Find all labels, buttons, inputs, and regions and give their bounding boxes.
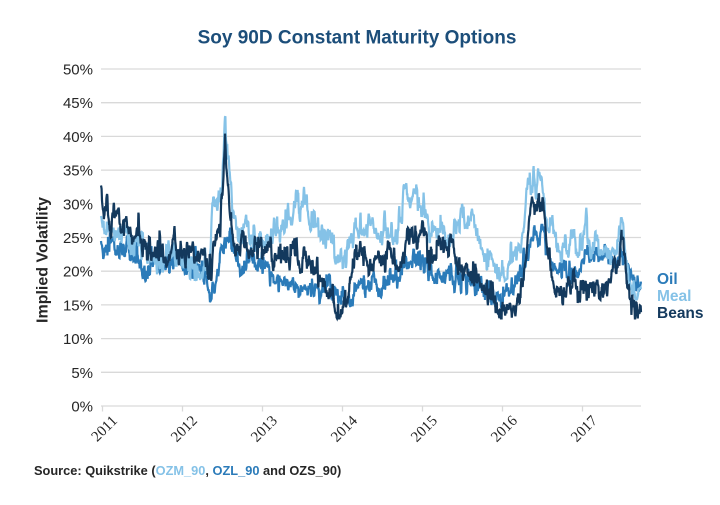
svg-text:35%: 35% bbox=[63, 163, 93, 180]
svg-text:50%: 50% bbox=[63, 62, 93, 79]
svg-text:25%: 25% bbox=[63, 230, 93, 247]
svg-text:Soy 90D Constant Maturity Opti: Soy 90D Constant Maturity Options bbox=[198, 28, 517, 49]
svg-text:Implied Volatility: Implied Volatility bbox=[35, 197, 52, 323]
svg-text:Beans: Beans bbox=[657, 305, 704, 322]
svg-text:10%: 10% bbox=[63, 331, 93, 348]
svg-text:40%: 40% bbox=[63, 129, 93, 146]
svg-text:20%: 20% bbox=[63, 264, 93, 281]
svg-text:0%: 0% bbox=[71, 399, 93, 416]
svg-text:15%: 15% bbox=[63, 297, 93, 314]
svg-text:5%: 5% bbox=[71, 365, 93, 382]
svg-text:Meal: Meal bbox=[657, 288, 691, 305]
svg-text:30%: 30% bbox=[63, 196, 93, 213]
svg-text:Source: Quikstrike (OZM_90, OZ: Source: Quikstrike (OZM_90, OZL_90 and O… bbox=[34, 463, 341, 478]
svg-text:Oil: Oil bbox=[657, 271, 678, 288]
svg-text:45%: 45% bbox=[63, 95, 93, 112]
